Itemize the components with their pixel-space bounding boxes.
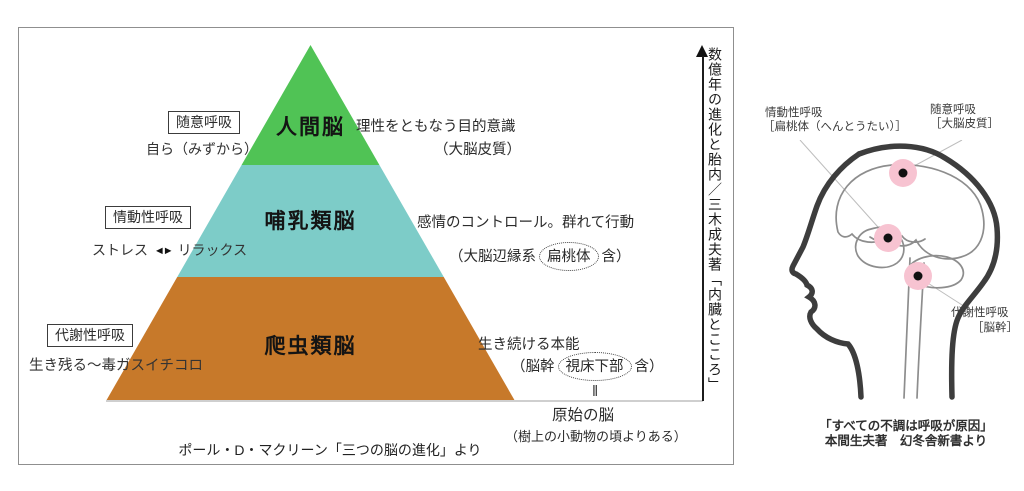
head-emotional-label: 情動性呼吸 <box>765 107 823 119</box>
breathing-markers <box>874 159 932 290</box>
primitive-brain-title: 原始の脳 <box>552 407 615 424</box>
head-emotional-sub: ［扁桃体（へんとうたい）］ <box>763 121 907 133</box>
head-metabolic-sub: ［脳幹］ <box>972 322 1018 334</box>
pyramid-label-reptile-brain: 爬虫類脳 <box>264 335 357 358</box>
survival-note: 生き残る～毒ガスイチコロ <box>29 358 203 374</box>
mammal-brain-desc: 感情のコントロール。群れて行動 <box>417 215 635 231</box>
stress-label: ストレス <box>92 242 148 258</box>
left-right-arrow-icon: ◄► <box>153 245 174 257</box>
evolution-axis-label: 数億年の進化と胎内／三木成夫著「内臓とこころ」 <box>707 47 723 392</box>
head-caption-line1: 「すべての不調は呼吸が原因」 <box>819 419 993 433</box>
pyramid-label-mammal-brain: 哺乳類脳 <box>264 210 357 233</box>
head-profile-sketch <box>789 140 1001 400</box>
axis-arrowhead-icon <box>696 45 708 57</box>
primitive-brain-note: （樹上の小動物の頃よりある） <box>505 429 687 444</box>
reptile-brain-region: （脳幹 視床下部 含） <box>511 352 664 381</box>
equals-mark: ‖ <box>592 383 599 400</box>
cortex-marker-dot <box>898 168 908 178</box>
relax-label: リラックス <box>177 242 248 258</box>
pyramid-band-reptile <box>106 277 515 401</box>
human-brain-region: （大脳皮質） <box>434 142 521 158</box>
head-caption-line2: 本間生夫著 幻冬舎新書より <box>824 434 988 448</box>
hypothalamus-dotted-circle: 視床下部 <box>557 352 632 381</box>
head-voluntary-sub: ［大脳皮質］ <box>930 118 999 130</box>
axis-line <box>702 56 704 401</box>
source-caption: ポール・D・マクリーン「三つの脳の進化」より <box>178 442 482 458</box>
amygdala-marker-dot <box>883 233 893 243</box>
brainstem-marker-dot <box>913 271 923 281</box>
head-outline <box>789 143 1001 400</box>
mammal-brain-region: （大脳辺縁系 扁桃体 含） <box>449 242 631 271</box>
voluntary-breathing-box: 随意呼吸 <box>168 111 240 134</box>
amygdala-dotted-circle: 扁桃体 <box>539 242 599 271</box>
voluntary-breathing-note: 自ら（みずから） <box>146 141 258 157</box>
head-metabolic-label: 代謝性呼吸 <box>951 307 1009 319</box>
pyramid-label-human-brain: 人間脳 <box>276 116 345 139</box>
pyramid-baseline <box>106 400 703 402</box>
metabolic-breathing-box: 代謝性呼吸 <box>47 324 133 347</box>
reptile-brain-desc: 生き続ける本能 <box>478 337 580 353</box>
human-brain-desc: 理性をともなう目的意識 <box>356 119 516 135</box>
head-voluntary-label: 随意呼吸 <box>930 104 976 116</box>
stress-relax-note: ストレス ◄► リラックス <box>92 240 247 260</box>
emotional-breathing-box: 情動性呼吸 <box>105 206 191 229</box>
